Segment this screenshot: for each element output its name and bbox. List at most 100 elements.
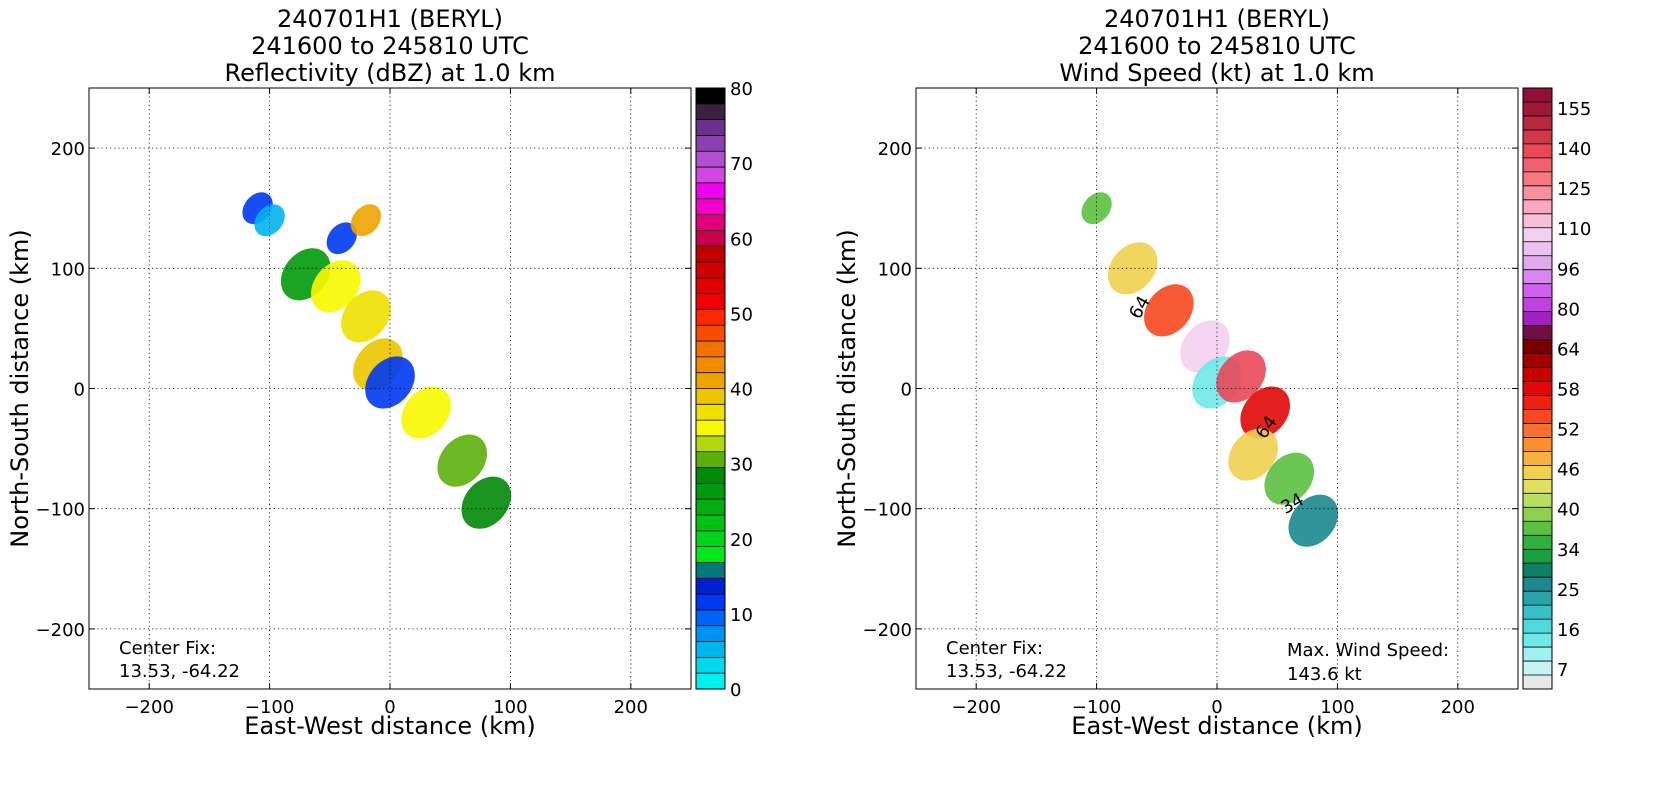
colorbar-tick-label: 96: [1557, 259, 1580, 280]
y-tick-label: 0: [74, 380, 85, 401]
colorbar-segment: [696, 609, 725, 627]
field-cell: [310, 260, 361, 313]
colorbar-segment: [696, 88, 725, 105]
colorbar-segment: [696, 420, 725, 437]
colorbar-segment: [696, 435, 725, 453]
colorbar-segment: [1523, 227, 1552, 243]
colorbar-tick-label: 34: [1557, 540, 1580, 561]
x-axis-label: East-West distance (km): [244, 712, 535, 740]
colorbar-tick-label: 140: [1557, 139, 1591, 160]
colorbar-tick-label: 52: [1557, 420, 1580, 441]
field-cell: [1288, 494, 1339, 547]
colorbar-segment: [1523, 185, 1552, 201]
y-tick-label: −200: [863, 620, 912, 641]
colorbar-segment: [1523, 353, 1552, 368]
x-tick-label: −200: [951, 697, 1000, 718]
chart-title-line-3: Reflectivity (dBZ) at 1.0 km: [225, 59, 556, 87]
colorbar-segment: [696, 135, 725, 152]
colorbar-segment: [696, 499, 725, 516]
colorbar-segment: [1523, 297, 1552, 312]
chart-title-line-1: 240701H1 (BERYL): [277, 5, 503, 33]
colorbar-segment: [1523, 325, 1552, 340]
colorbar-tick-label: 70: [730, 154, 753, 175]
colorbar-segment: [696, 467, 725, 484]
colorbar-segment: [1523, 563, 1552, 578]
field-cell: [326, 222, 358, 255]
field-cell: [437, 434, 488, 487]
colorbar-tick-label: 30: [730, 455, 753, 476]
y-tick-label: −100: [863, 500, 912, 521]
field-cell: [1107, 242, 1158, 295]
colorbar-segment: [696, 625, 725, 642]
colorbar-segment: [1523, 367, 1552, 382]
colorbar-tick-label: 40: [1557, 500, 1580, 521]
colorbar-segment: [1523, 395, 1552, 410]
x-tick-label: −200: [124, 697, 173, 718]
colorbar-segment: [1523, 115, 1552, 131]
x-tick-label: 100: [493, 697, 527, 718]
colorbar-segment: [1523, 381, 1552, 396]
x-tick-label: 0: [1211, 697, 1222, 718]
colorbar-segment: [1523, 619, 1552, 634]
colorbar-tick-label: 125: [1557, 179, 1591, 200]
colorbar-segment: [1523, 157, 1552, 173]
colorbar-segment: [1523, 507, 1552, 522]
x-tick-label: −100: [1072, 697, 1121, 718]
colorbar-segment: [1523, 143, 1552, 159]
colorbar-segment: [1523, 465, 1552, 480]
colorbar-tick-label: 16: [1557, 620, 1580, 641]
colorbar-segment: [1523, 633, 1552, 648]
colorbar-tick-label: 80: [1557, 299, 1580, 320]
y-tick-label: 100: [878, 259, 912, 280]
colorbar-tick-label: 46: [1557, 460, 1580, 481]
center-fix-label: Center Fix:: [946, 638, 1043, 659]
colorbar-segment: [696, 182, 725, 200]
center-fix-value: 13.53, -64.22: [119, 661, 240, 682]
colorbar-segment: [1523, 241, 1552, 257]
x-tick-label: −100: [245, 697, 294, 718]
colorbar-segment: [1523, 675, 1552, 690]
colorbar-segment: [1523, 339, 1552, 354]
colorbar-tick-label: 110: [1557, 219, 1591, 240]
center-fix-label: Center Fix:: [119, 638, 216, 659]
colorbar-tick-label: 20: [730, 530, 753, 551]
colorbar-tick-label: 40: [730, 380, 753, 401]
max-wind-value: 143.6 kt: [1287, 664, 1362, 685]
x-tick-label: 200: [614, 697, 648, 718]
field-cell: [1228, 428, 1278, 481]
chart-title-line-3: Wind Speed (kt) at 1.0 km: [1059, 59, 1374, 87]
colorbar-segment: [1523, 199, 1552, 215]
field-cell: [401, 386, 451, 439]
colorbar-tick-label: 80: [730, 79, 753, 100]
colorbar-segment: [1523, 647, 1552, 662]
field-cell: [1216, 350, 1266, 403]
colorbar-tick-label: 64: [1557, 339, 1580, 360]
colorbar-segment: [696, 530, 725, 547]
colorbar-segment: [696, 309, 725, 326]
colorbar-segment: [1523, 101, 1552, 117]
y-tick-label: 200: [878, 139, 912, 160]
colorbar-tick-label: 60: [730, 229, 753, 250]
colorbar-segment: [696, 214, 725, 231]
colorbar-tick-label: 58: [1557, 380, 1580, 401]
y-tick-label: −100: [36, 500, 85, 521]
colorbar-segment: [696, 673, 725, 690]
colorbar: 7 16 25 34 40 46 52 58 64 80 96 110 125 140 155: [1522, 87, 1591, 690]
colorbar-segment: [696, 483, 725, 500]
colorbar-segment: [696, 404, 725, 421]
colorbar-segment: [1523, 451, 1552, 466]
field-cell: [1144, 284, 1194, 337]
wind-speed-chart: 240701H1 (BERYL)241600 to 245810 UTCWind…: [833, 5, 1591, 740]
colorbar-tick-label: 7: [1557, 660, 1568, 681]
colorbar-segment: [696, 388, 725, 405]
colorbar-segment: [1523, 493, 1552, 508]
colorbar-segment: [1523, 591, 1552, 606]
colorbar-segment: [696, 198, 725, 215]
colorbar-segment: [1523, 213, 1552, 229]
colorbar-segment: [696, 356, 725, 373]
colorbar-segment: [696, 277, 725, 294]
y-tick-label: −200: [36, 620, 85, 641]
colorbar-tick-label: 0: [730, 680, 741, 701]
colorbar-segment: [1523, 283, 1552, 298]
field-cell: [1081, 192, 1112, 225]
